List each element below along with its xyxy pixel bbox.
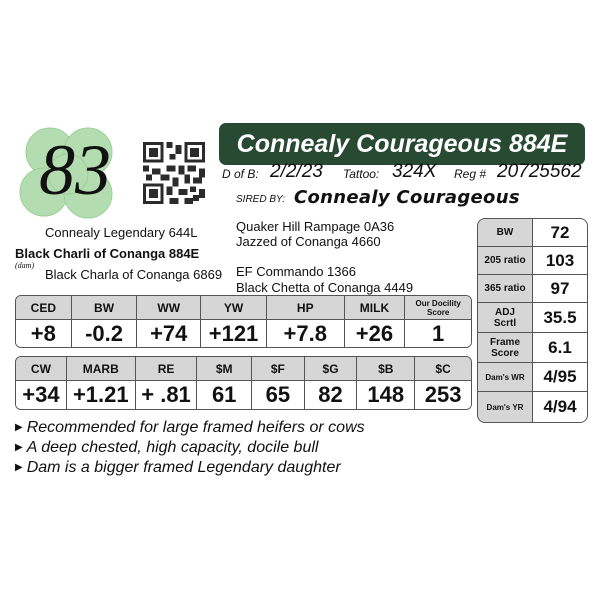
value-c: 253 [415, 381, 471, 409]
bullet-triangle-icon: ▶ [15, 422, 23, 433]
four-leaf-clover-icon [19, 127, 113, 219]
bullet-text: Dam is a bigger framed Legendary daughte… [26, 459, 341, 476]
lot-number: 83 [39, 130, 111, 210]
header-cw: CW [16, 357, 67, 381]
value-ced: +8 [16, 320, 72, 347]
dam-sire: Connealy Legendary 644L [45, 225, 198, 240]
stat-label: ADJ Scrtl [477, 303, 533, 333]
stat-value: 72 [533, 218, 588, 247]
tattoo-label: Tattoo: [343, 167, 380, 181]
value-bw: -0.2 [71, 320, 138, 347]
stat-value: 103 [533, 247, 588, 275]
bullet-triangle-icon: ▶ [15, 462, 23, 473]
sire-sire: Quaker Hill Rampage 0A36 [236, 219, 395, 234]
stat-label: BW [477, 218, 533, 247]
reg-label: Reg # [454, 167, 487, 181]
dob-value: 2/2/23 [270, 161, 323, 182]
header-marb: MARB [66, 357, 136, 381]
header-docility: Our Docility Score [405, 296, 471, 320]
header-f: $F [252, 357, 305, 381]
performance-table: BW 72 205 ratio 103 365 ratio 97 ADJ Scrtl 3… [477, 218, 588, 423]
stat-value: 4/95 [533, 363, 588, 392]
stat-value: 4/94 [533, 392, 588, 423]
value-cw: +34 [16, 381, 67, 409]
dam-name: Black Charli of Conanga 884E [15, 246, 200, 261]
dob-label: D of B: [222, 167, 259, 181]
value-g: 82 [304, 381, 358, 409]
qr-code-icon[interactable] [143, 142, 205, 204]
header-ww: WW [137, 296, 202, 320]
value-b: 148 [357, 381, 416, 409]
value-docility: 1 [405, 320, 471, 347]
header-re: RE [135, 357, 198, 381]
dam-label: (dam) [15, 261, 35, 270]
value-ww: +74 [137, 320, 202, 347]
bullet-item: ▶ Dam is a bigger framed Legendary daught… [15, 459, 341, 477]
value-re: + .81 [135, 381, 198, 409]
bullet-triangle-icon: ▶ [15, 442, 23, 453]
sire-name: Connealy Courageous [294, 187, 520, 208]
header-hp: HP [266, 296, 345, 320]
stat-value: 97 [533, 275, 588, 303]
header-b: $B [357, 357, 416, 381]
value-m: 61 [197, 381, 253, 409]
dam-dam: Black Charla of Conanga 6869 [45, 267, 223, 282]
stat-label: Dam's YR [477, 392, 533, 423]
header-m: $M [197, 357, 253, 381]
sired-by-label: SIRED BY: [236, 194, 286, 205]
bullet-text: A deep chested, high capacity, docile bu… [26, 439, 319, 456]
stat-label: 205 ratio [477, 247, 533, 275]
header-milk: MILK [344, 296, 406, 320]
dam-line-1: EF Commando 1366 [236, 264, 356, 279]
bullet-item: ▶ A deep chested, high capacity, docile b… [15, 439, 318, 457]
dam-line-2: Black Chetta of Conanga 4449 [236, 280, 414, 295]
value-marb: +1.21 [66, 381, 136, 409]
epd-table-1: CED BW WW YW HP MILK Our Docility Score … [15, 295, 472, 348]
stat-value: 6.1 [533, 333, 588, 363]
header-ced: CED [16, 296, 72, 320]
value-yw: +121 [201, 320, 267, 347]
tattoo-value: 324X [392, 161, 437, 182]
stat-label: Frame Score [477, 333, 533, 363]
epd-table-2: CW MARB RE $M $F $G $B $C +34 +1.21 + .8… [15, 356, 472, 410]
reg-value: 20725562 [497, 161, 582, 182]
stat-value: 35.5 [533, 303, 588, 333]
header-bw: BW [71, 296, 138, 320]
header-c: $C [415, 357, 471, 381]
sire-dam: Jazzed of Conanga 4660 [236, 234, 381, 249]
header-yw: YW [201, 296, 267, 320]
stat-label: 365 ratio [477, 275, 533, 303]
bullet-text: Recommended for large framed heifers or … [26, 419, 365, 436]
stat-label: Dam's WR [477, 363, 533, 392]
animal-name-title: Connealy Courageous 884E [219, 123, 585, 165]
value-f: 65 [252, 381, 305, 409]
value-hp: +7.8 [266, 320, 345, 347]
header-g: $G [304, 357, 358, 381]
bullet-item: ▶ Recommended for large framed heifers or… [15, 419, 365, 437]
value-milk: +26 [344, 320, 406, 347]
